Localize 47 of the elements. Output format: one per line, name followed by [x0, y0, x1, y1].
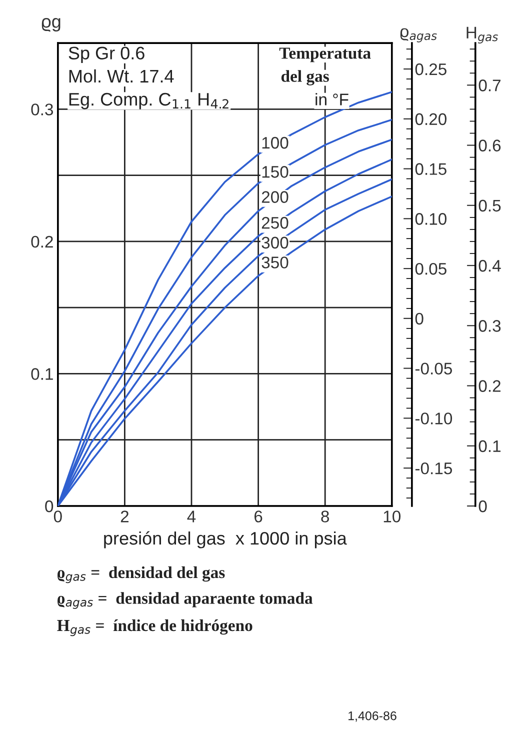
y-tick-label: 0.3 — [31, 104, 54, 116]
series-label: 200 — [262, 191, 288, 203]
y3-tick-label: 0.3 — [478, 320, 501, 332]
x-tick-label: 4 — [187, 510, 196, 522]
x-tick-label: 8 — [321, 510, 329, 522]
y3-tick-label: 0.6 — [478, 140, 501, 152]
y3-tick-label: 0.4 — [478, 260, 501, 272]
y2-tick-label: 0.25 — [415, 63, 446, 76]
y2-tick-label: -0.15 — [415, 462, 452, 474]
y2-tick-label: 0.10 — [415, 213, 446, 225]
y2-tick-label: 0.05 — [415, 262, 446, 275]
x-tick-label: 6 — [254, 510, 262, 522]
series-label: 100 — [262, 136, 288, 149]
y3-tick-label: 0.2 — [478, 380, 500, 392]
annotation: Mol. Wt. 17.4 — [69, 69, 174, 83]
series-label: 300 — [262, 236, 288, 249]
y2-tick-label: 0.20 — [415, 113, 446, 126]
x-tick-label: 2 — [120, 510, 128, 522]
series-label: 350 — [262, 256, 288, 268]
annotation: in °F — [316, 93, 348, 106]
y3-tick-label: 0.5 — [478, 200, 501, 212]
annotation: Eg. Comp. C$_{1.1}$ H$_{4.2}$ — [69, 92, 228, 110]
y-tick-label: 0.1 — [31, 368, 53, 380]
y2-tick-label: -0.10 — [415, 412, 452, 424]
y2-tick-label: 0.15 — [415, 163, 446, 175]
y2-tick-label: -0.05 — [415, 362, 452, 375]
annotation: del gas — [281, 70, 329, 86]
x-axis-title: presión del gas x 1000 in psia — [104, 531, 347, 548]
series-label: 150 — [262, 166, 288, 178]
y3-axis-title: H$_{gas}$ — [466, 26, 498, 44]
x-tick-label: 10 — [384, 510, 401, 522]
series-label: 250 — [262, 216, 288, 229]
annotation: Sp Gr 0.6 — [68, 46, 144, 64]
text: 1,406-86 — [348, 711, 396, 722]
text: H$_{gas}$ = índice de hidrógeno — [57, 619, 252, 636]
text: ϱ$_{agas}$ = densidad aparaente tomada — [58, 592, 313, 609]
y3-tick-label: 0.7 — [478, 80, 500, 92]
x-tick-label: 0 — [54, 510, 62, 522]
y-axis-title: ϱg — [42, 18, 60, 32]
y-tick-label: 0 — [45, 500, 54, 512]
y-tick-label: 0.2 — [31, 236, 53, 248]
annotation: Temperatuta — [279, 48, 371, 62]
text: ϱ$_{gas}$ = densidad del gas — [58, 566, 225, 584]
y2-tick-label: 0 — [415, 312, 424, 325]
y3-tick-label: 0 — [478, 500, 487, 512]
y3-tick-label: 0.1 — [478, 440, 501, 452]
y2-axis-title: ϱ$_{agas}$ — [400, 28, 437, 42]
